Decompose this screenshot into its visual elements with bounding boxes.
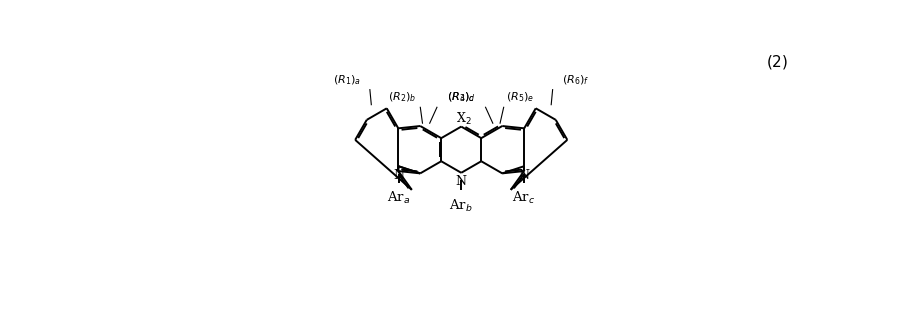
Text: N: N	[393, 169, 404, 182]
Text: $(R_2)_b$: $(R_2)_b$	[388, 91, 417, 105]
Text: X$_2$: X$_2$	[455, 111, 472, 127]
Text: $(R_3)_c$: $(R_3)_c$	[447, 91, 475, 105]
Text: N: N	[455, 176, 467, 189]
Text: $(R_6)_f$: $(R_6)_f$	[562, 73, 590, 87]
Text: $(R_5)_e$: $(R_5)_e$	[506, 91, 535, 105]
Text: $(2)$: $(2)$	[766, 53, 788, 71]
Text: Ar$_c$: Ar$_c$	[512, 190, 535, 205]
Text: Ar$_a$: Ar$_a$	[387, 190, 410, 205]
Text: $(R_1)_a$: $(R_1)_a$	[333, 73, 361, 87]
Text: N: N	[518, 169, 529, 182]
Text: $(R_4)_d$: $(R_4)_d$	[446, 91, 475, 105]
Text: Ar$_b$: Ar$_b$	[449, 197, 473, 214]
